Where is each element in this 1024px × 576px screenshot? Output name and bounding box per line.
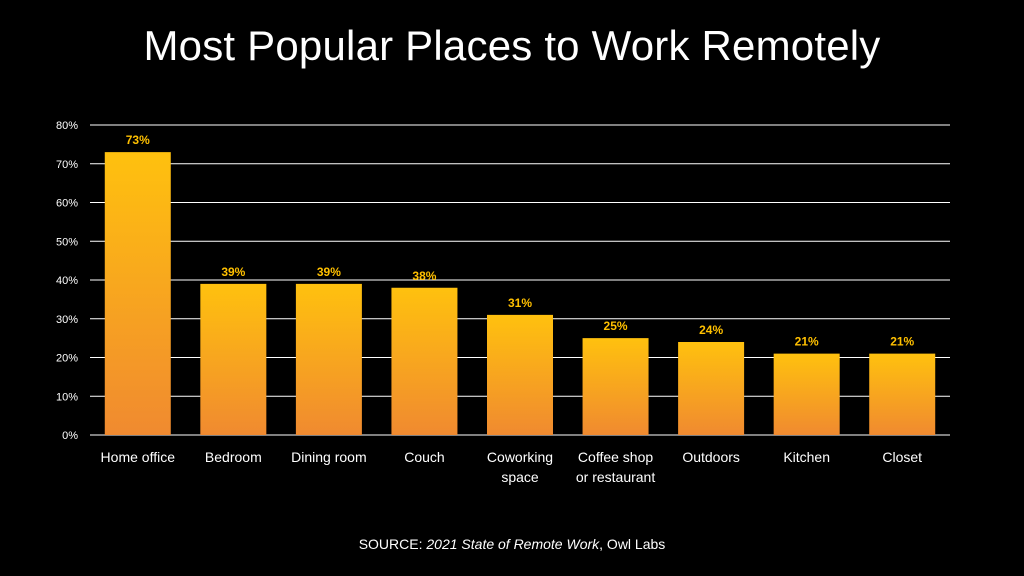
data-label: 25% <box>604 319 628 333</box>
x-tick-label-line: Coffee shop <box>578 449 653 465</box>
data-label: 39% <box>221 265 245 279</box>
y-tick-label: 50% <box>56 236 78 248</box>
y-tick-label: 30% <box>56 314 78 326</box>
x-tick-label-line: Bedroom <box>205 449 262 465</box>
x-tick-label-line: Outdoors <box>682 449 740 465</box>
y-tick-label: 40% <box>56 275 78 287</box>
x-tick-label: Home office <box>101 449 176 465</box>
x-tick-label-line: Dining room <box>291 449 366 465</box>
y-tick-label: 70% <box>56 159 78 171</box>
x-tick-label-line: Kitchen <box>783 449 830 465</box>
bar <box>582 338 649 435</box>
x-tick-label-line: Home office <box>101 449 176 465</box>
x-tick-label: Coworking space <box>487 449 553 485</box>
y-tick-label: 0% <box>62 430 78 442</box>
x-tick-label-line: Coworking <box>487 449 553 465</box>
bar <box>200 283 267 435</box>
source-prefix: SOURCE: <box>358 536 423 552</box>
y-tick-label: 60% <box>56 198 78 210</box>
x-tick-label: Closet <box>882 449 922 465</box>
y-axis-ticks: 0% 10% 20% 30% 40% 50% 60% 70% 80% <box>56 120 78 442</box>
x-tick-label: Coffee shop or restaurant <box>576 449 655 485</box>
data-label: 31% <box>508 296 532 310</box>
data-label: 73% <box>126 133 150 147</box>
source-publication: 2021 State of Remote Work <box>426 536 600 552</box>
x-tick-label-line: Closet <box>882 449 922 465</box>
data-label: 21% <box>795 335 819 349</box>
bar <box>678 342 745 435</box>
data-label: 21% <box>890 335 914 349</box>
y-tick-label: 80% <box>56 120 78 132</box>
bar <box>391 287 458 435</box>
bar <box>295 283 362 435</box>
x-tick-label: Couch <box>404 449 444 465</box>
bar <box>104 152 171 435</box>
x-tick-label: Outdoors <box>682 449 740 465</box>
chart-title: Most Popular Places to Work Remotely <box>143 22 881 69</box>
x-tick-label: Bedroom <box>205 449 262 465</box>
x-tick-label-line: Couch <box>404 449 444 465</box>
x-tick-label: Kitchen <box>783 449 830 465</box>
y-tick-label: 10% <box>56 391 78 403</box>
y-tick-label: 20% <box>56 353 78 365</box>
data-label: 38% <box>412 269 436 283</box>
bar <box>487 314 553 435</box>
bar <box>869 353 936 435</box>
x-tick-label-line: space <box>501 469 539 485</box>
source-note: SOURCE: 2021 State of Remote Work, Owl L… <box>0 536 1024 552</box>
x-tick-label: Dining room <box>291 449 366 465</box>
x-tick-label-line: or restaurant <box>576 469 655 485</box>
data-labels: 73% 39% 39% 38% 31% 25% 24% 21% 21% <box>126 133 915 349</box>
source-publisher: , Owl Labs <box>599 536 666 552</box>
data-label: 24% <box>699 323 723 337</box>
bars <box>104 152 936 435</box>
data-label: 39% <box>317 265 341 279</box>
bar <box>773 353 840 435</box>
x-axis-labels: Home office Bedroom Dining room Couch Cowork… <box>101 449 923 485</box>
